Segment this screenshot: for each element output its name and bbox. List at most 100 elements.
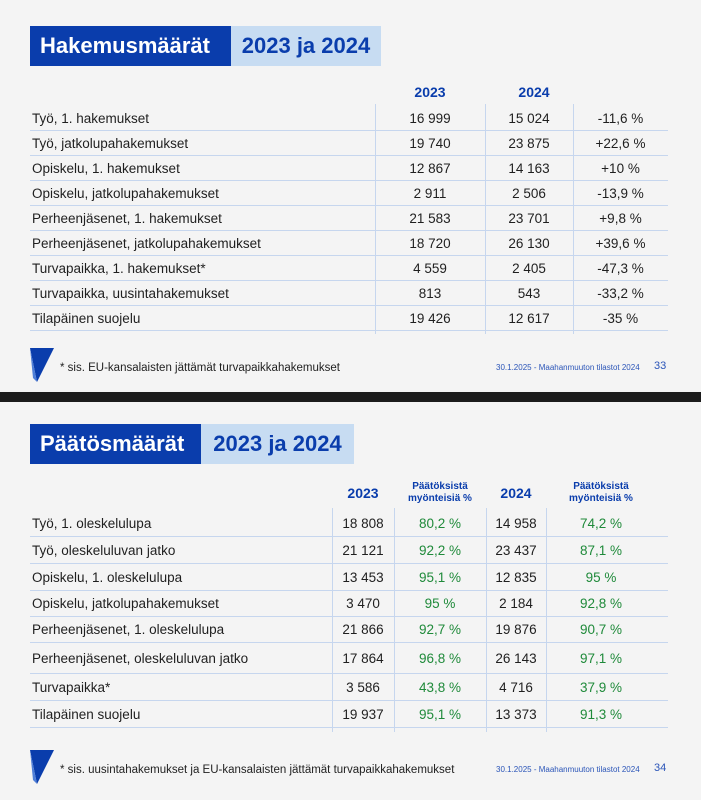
value-2024: 14 163 — [508, 160, 550, 176]
value-2024: 543 — [517, 285, 541, 301]
row-label: Tilapäinen suojelu — [32, 706, 141, 722]
value-2024: 2 506 — [512, 185, 546, 201]
row-label: Perheenjäsenet, jatkolupahakemukset — [32, 235, 261, 251]
column-divider — [546, 508, 547, 732]
row-label: Opiskelu, 1. hakemukset — [32, 160, 180, 176]
footnote: * sis. uusintahakemukset ja EU-kansalais… — [60, 764, 455, 776]
header-2023: 2023 — [414, 84, 446, 100]
column-divider — [394, 508, 395, 732]
row-label: Turvapaikka, 1. hakemukset* — [32, 260, 206, 276]
table-row: Työ, 1. hakemukset 16 999 15 024 -11,6 % — [30, 106, 668, 131]
table-row: Perheenjäsenet, oleskeluluvan jatko 17 86… — [30, 643, 668, 674]
migri-logo-icon — [30, 750, 54, 784]
decisions-2024: 4 716 — [499, 679, 533, 695]
migri-logo-icon — [30, 348, 54, 382]
decisions-2024: 19 876 — [495, 622, 537, 637]
change-percent: -33,2 % — [597, 285, 644, 301]
table-row: Opiskelu, jatkolupahakemukset 3 470 95 % 2 … — [30, 591, 668, 617]
approval-share-2024: 97,1 % — [579, 650, 623, 666]
table-row: Työ, oleskeluluvan jatko 21 121 92,2 % 23 4… — [30, 537, 668, 564]
decisions-2023: 3 470 — [346, 596, 380, 611]
table-row: Turvapaikka, 1. hakemukset* 4 559 2 405 -47… — [30, 256, 668, 281]
table-row: Turvapaikka, uusintahakemukset 813 543 -33,… — [30, 281, 668, 306]
approval-share-2023: 92,2 % — [418, 542, 462, 558]
table-header-row: 2023 Päätöksistä myönteisiä % 2024 Päätö… — [30, 476, 668, 510]
decisions-2023: 13 453 — [342, 569, 384, 585]
decisions-2023: 18 808 — [342, 515, 384, 531]
slide-decisions: Päätösmäärät 2023 ja 2024 2023 Päätöksis… — [0, 402, 701, 800]
table-row: Työ, 1. oleskelulupa 18 808 80,2 % 14 958 74… — [30, 510, 668, 537]
header-2024: 2024 — [518, 84, 550, 100]
header-2024: 2024 — [500, 485, 532, 501]
row-label: Työ, 1. oleskelulupa — [32, 515, 152, 531]
value-2023: 4 559 — [413, 260, 447, 276]
column-divider — [573, 104, 574, 334]
decisions-2023: 3 586 — [346, 679, 380, 695]
value-2024: 12 617 — [508, 310, 550, 326]
header-2023: 2023 — [347, 485, 379, 501]
change-percent: -35 % — [602, 310, 639, 326]
decisions-2024: 13 373 — [495, 706, 537, 722]
value-2023: 12 867 — [409, 160, 451, 176]
value-2023: 16 999 — [409, 110, 451, 126]
table-row: Tilapäinen suojelu 19 937 95,1 % 13 373 91,3… — [30, 701, 668, 728]
header-approval-share-2024: Päätöksistä myönteisiä % — [569, 481, 633, 504]
row-label: Perheenjäsenet, 1. hakemukset — [32, 210, 222, 226]
approval-share-2024: 74,2 % — [579, 515, 623, 531]
table-row: Perheenjäsenet, jatkolupahakemukset 18 72… — [30, 231, 668, 256]
footer-date: 30.1.2025 - Maahanmuuton tilastot 2024 — [496, 765, 640, 774]
change-percent: -47,3 % — [597, 260, 644, 276]
value-2023: 18 720 — [409, 235, 451, 251]
approval-share-2024: 87,1 % — [579, 542, 623, 558]
page-number: 33 — [654, 360, 667, 372]
approval-share-2024: 95 % — [585, 569, 617, 585]
change-percent: +9,8 % — [599, 210, 642, 226]
slide-applications: Hakemusmäärät 2023 ja 2024 2023 2024 Työ… — [0, 0, 701, 392]
approval-share-2023: 92,7 % — [418, 622, 462, 637]
table-header-row: 2023 2024 — [30, 78, 668, 106]
table-row: Tilapäinen suojelu 19 426 12 617 -35 % — [30, 306, 668, 331]
change-percent: +39,6 % — [595, 235, 646, 251]
value-2023: 813 — [418, 285, 442, 301]
change-percent: +10 % — [601, 160, 640, 176]
row-label: Opiskelu, jatkolupahakemukset — [32, 596, 219, 611]
value-2024: 23 875 — [508, 135, 550, 151]
slide-title: Päätösmäärät — [30, 424, 201, 464]
table-row: Opiskelu, 1. oleskelulupa 13 453 95,1 % 12 … — [30, 564, 668, 591]
approval-share-2023: 43,8 % — [418, 679, 462, 695]
value-2023: 19 740 — [409, 135, 451, 151]
table-row: Perheenjäsenet, 1. hakemukset 21 583 23 70… — [30, 206, 668, 231]
column-divider — [485, 104, 486, 334]
table-row: Perheenjäsenet, 1. oleskelulupa 21 866 92,… — [30, 617, 668, 643]
footer-date: 30.1.2025 - Maahanmuuton tilastot 2024 — [496, 363, 640, 372]
approval-share-2024: 90,7 % — [579, 622, 623, 637]
change-percent: -13,9 % — [597, 185, 644, 201]
value-2024: 15 024 — [508, 110, 550, 126]
value-2023: 19 426 — [409, 310, 451, 326]
decisions-2024: 26 143 — [495, 650, 537, 666]
approval-share-2023: 95,1 % — [418, 569, 462, 585]
value-2024: 2 405 — [512, 260, 546, 276]
footnote: * sis. EU-kansalaisten jättämät turvapai… — [60, 362, 340, 374]
decisions-2024: 12 835 — [495, 569, 537, 585]
row-label: Perheenjäsenet, oleskeluluvan jatko — [32, 650, 249, 666]
approval-share-2024: 92,8 % — [579, 596, 623, 611]
decisions-2024: 14 958 — [495, 515, 537, 531]
column-divider — [486, 508, 487, 732]
row-label: Perheenjäsenet, 1. oleskelulupa — [32, 622, 225, 637]
row-label: Työ, 1. hakemukset — [32, 110, 150, 126]
row-label: Turvapaikka, uusintahakemukset — [32, 285, 229, 301]
decisions-table: 2023 Päätöksistä myönteisiä % 2024 Päätö… — [30, 476, 668, 732]
approval-share-2024: 91,3 % — [579, 706, 623, 722]
row-label: Opiskelu, 1. oleskelulupa — [32, 569, 183, 585]
decisions-2023: 21 866 — [342, 622, 384, 637]
table-row: Opiskelu, jatkolupahakemukset 2 911 2 506 -… — [30, 181, 668, 206]
slide-subtitle: 2023 ja 2024 — [201, 424, 354, 464]
value-2024: 26 130 — [508, 235, 550, 251]
slide-subtitle: 2023 ja 2024 — [231, 26, 381, 66]
decisions-2023: 17 864 — [342, 650, 384, 666]
row-label: Opiskelu, jatkolupahakemukset — [32, 185, 219, 201]
row-label: Työ, oleskeluluvan jatko — [32, 542, 176, 558]
change-percent: +22,6 % — [595, 135, 646, 151]
applications-table: 2023 2024 Työ, 1. hakemukset 16 999 15 024… — [30, 78, 668, 334]
